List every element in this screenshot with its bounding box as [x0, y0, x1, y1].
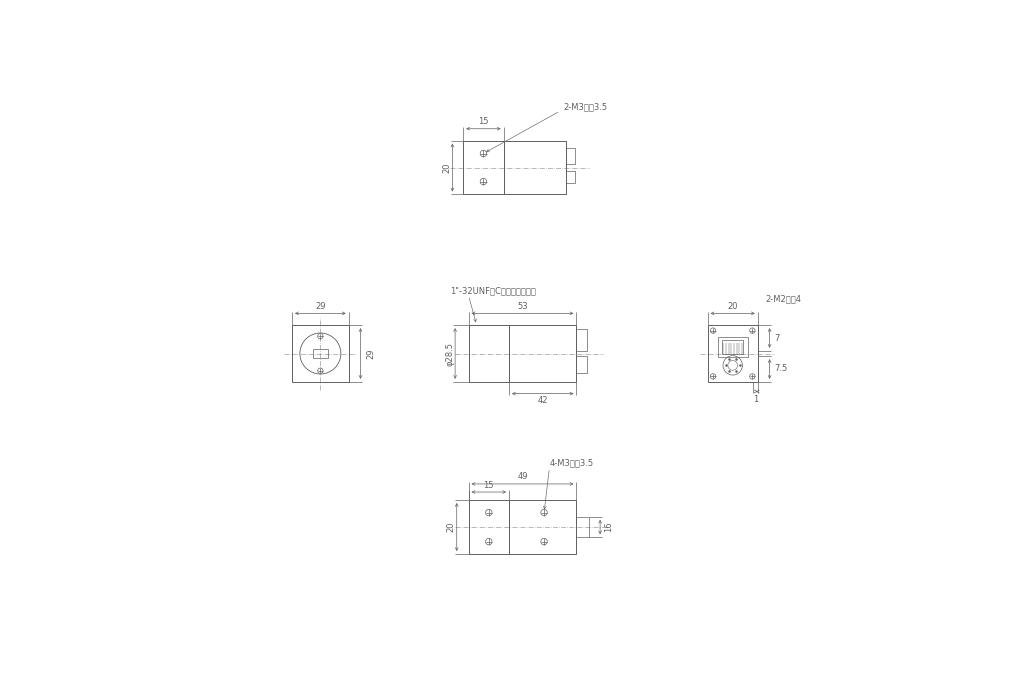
Text: 7: 7 [774, 333, 780, 342]
Bar [293, 326, 349, 382]
Bar [504, 141, 565, 195]
Text: 7.5: 7.5 [774, 365, 787, 374]
Text: 15: 15 [483, 481, 494, 490]
Bar [313, 349, 328, 358]
Circle shape [480, 178, 486, 185]
Circle shape [750, 374, 755, 379]
Text: 20: 20 [443, 162, 451, 173]
Text: 20: 20 [447, 522, 456, 532]
Bar [722, 340, 744, 354]
Bar [469, 500, 509, 554]
Circle shape [485, 510, 492, 516]
Bar [464, 141, 504, 195]
Text: 53: 53 [517, 302, 527, 311]
Text: 1"-32UNF（Cマウントネジ）: 1"-32UNF（Cマウントネジ） [450, 286, 536, 295]
Circle shape [541, 538, 547, 545]
Text: 16: 16 [605, 522, 614, 533]
Text: 15: 15 [478, 117, 488, 126]
Text: 2-M2深こ4: 2-M2深こ4 [766, 295, 801, 304]
Text: 29: 29 [315, 302, 325, 311]
Circle shape [317, 334, 323, 339]
Bar [708, 326, 758, 382]
Circle shape [711, 374, 716, 379]
Text: 29: 29 [366, 349, 375, 358]
Circle shape [711, 328, 716, 333]
Bar [577, 329, 587, 351]
Text: 42: 42 [538, 396, 548, 405]
Bar [718, 337, 748, 357]
Circle shape [541, 510, 547, 516]
Text: 49: 49 [517, 473, 527, 481]
Circle shape [750, 328, 755, 333]
Bar [577, 356, 587, 373]
Circle shape [485, 538, 492, 545]
Text: 20: 20 [727, 302, 737, 311]
Text: φ28.5: φ28.5 [445, 342, 454, 365]
Bar [469, 326, 509, 382]
Text: 2-M3深こ3.5: 2-M3深こ3.5 [563, 102, 607, 111]
Bar [509, 500, 577, 554]
Bar [565, 171, 576, 183]
Bar [509, 326, 577, 382]
Text: 4-M3深こ3.5: 4-M3深こ3.5 [549, 458, 593, 468]
Circle shape [317, 368, 323, 373]
Bar [577, 517, 589, 538]
Circle shape [480, 150, 486, 157]
Bar [565, 148, 576, 164]
Text: 1: 1 [753, 395, 758, 404]
